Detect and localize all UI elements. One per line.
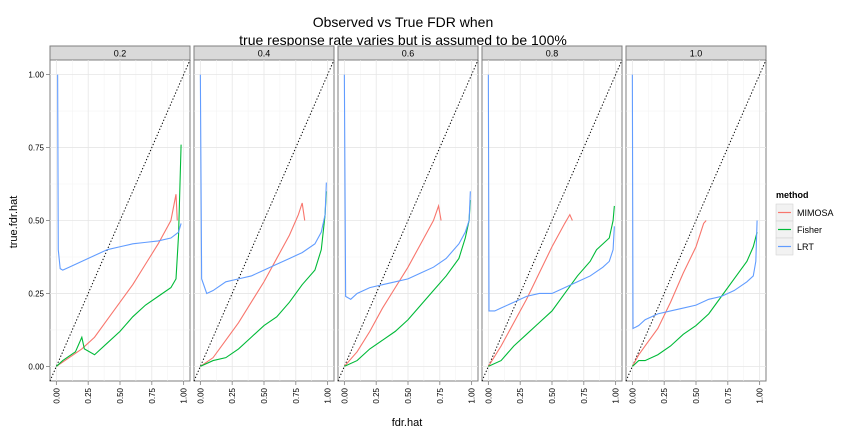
panel-gridlines (626, 60, 766, 381)
series-line-lrt (631, 74, 758, 330)
series-line-mimosa (200, 202, 306, 367)
x-tick-label: 1.00 (612, 387, 621, 403)
facet-strip-label: 0.4 (258, 49, 271, 59)
series-line-mimosa (56, 194, 178, 367)
legend-item-fisher: Fisher (775, 220, 822, 239)
series-line-lrt (343, 74, 471, 300)
legend-item-mimosa: MIMOSA (775, 203, 834, 222)
facet-strip-label: 0.6 (402, 49, 415, 59)
series-line-fisher (200, 191, 327, 367)
y-tick-label: 0.00 (28, 362, 44, 371)
legend-item-lrt: LRT (775, 237, 814, 256)
chart-title-line-2: true response rate varies but is assumed… (239, 32, 567, 48)
x-tick-label: 0.50 (116, 387, 125, 403)
series-line-fisher (55, 144, 182, 367)
y-tick-label: 0.75 (28, 144, 44, 153)
series-line-fisher (631, 232, 758, 367)
y-tick-label: 0.25 (28, 289, 44, 298)
reference-line-identity (49, 59, 191, 382)
x-tick-label: 0.75 (580, 387, 589, 403)
facet-panel-4: 0.8 0.00 0.25 0.50 0.75 1.00 (481, 45, 623, 404)
facet-strip-label: 0.2 (114, 49, 127, 59)
reference-line-identity (625, 59, 767, 382)
facet-panel-5: 1.0 0.00 0.25 0.50 0.75 1.00 (625, 45, 767, 404)
series-line-lrt (57, 74, 182, 271)
facet-panel-1: 0.2 0.00 0.25 0.50 0.75 1.00 0.00 0.25 0.50 0.75 1… (28, 45, 191, 404)
x-tick-label: 0.25 (660, 387, 669, 403)
legend-label: Fisher (797, 225, 822, 235)
x-tick-label: 0.25 (372, 387, 381, 403)
chart-title-line-1: Observed vs True FDR when (313, 14, 494, 30)
x-tick-label: 0.00 (628, 387, 637, 403)
x-tick-label: 0.00 (340, 387, 349, 403)
x-tick-label: 1.00 (468, 387, 477, 403)
x-tick-label: 1.00 (324, 387, 333, 403)
facet-strip-label: 0.8 (546, 49, 559, 59)
reference-line-identity (481, 59, 623, 382)
series-line-mimosa (343, 203, 442, 367)
facet-panel-2: 0.4 0.00 0.25 0.50 0.75 1.00 (193, 45, 335, 404)
x-tick-label: 0.00 (484, 387, 493, 403)
series-line-lrt (199, 74, 327, 295)
x-tick-label: 0.50 (692, 387, 701, 403)
x-tick-label: 0.50 (260, 387, 269, 403)
x-tick-label: 0.75 (292, 387, 301, 403)
facet-strip-label: 1.0 (690, 49, 703, 59)
facet-panels: 0.20.00 0.25 0.50 0.75 1.000.000.250.500.751… (28, 45, 767, 404)
facet-panel-3: 0.6 0.00 0.25 0.50 0.75 1.00 (337, 45, 479, 404)
legend-label: LRT (797, 242, 814, 252)
legend-label: MIMOSA (797, 208, 834, 218)
x-tick-label: 0.25 (516, 387, 525, 403)
x-tick-label: 0.75 (148, 387, 157, 403)
y-tick-label: 0.50 (28, 217, 44, 226)
x-tick-label: 0.75 (436, 387, 445, 403)
y-axis-title: true.fdr.hat (8, 196, 20, 249)
reference-line-identity (193, 59, 335, 382)
reference-line-identity (337, 59, 479, 382)
x-tick-label: 1.00 (180, 387, 189, 403)
x-tick-label: 0.50 (548, 387, 557, 403)
series-line-fisher (344, 200, 471, 367)
x-axis-title: fdr.hat (392, 417, 423, 429)
series-line-mimosa (487, 213, 573, 367)
y-tick-label: 1.00 (28, 71, 44, 80)
x-tick-label: 0.25 (228, 387, 237, 403)
x-tick-label: 1.00 (756, 387, 765, 403)
panel-gridlines (50, 60, 190, 381)
x-tick-label: 0.50 (404, 387, 413, 403)
x-tick-label: 0.00 (52, 387, 61, 403)
series-line-mimosa (631, 220, 707, 367)
x-tick-label: 0.00 (196, 387, 205, 403)
series-line-lrt (487, 74, 615, 312)
x-tick-label: 0.25 (84, 387, 93, 403)
legend-title: method (776, 190, 809, 200)
x-tick-label: 0.75 (724, 387, 733, 403)
legend: method MIMOSA Fisher LRT (775, 190, 834, 256)
